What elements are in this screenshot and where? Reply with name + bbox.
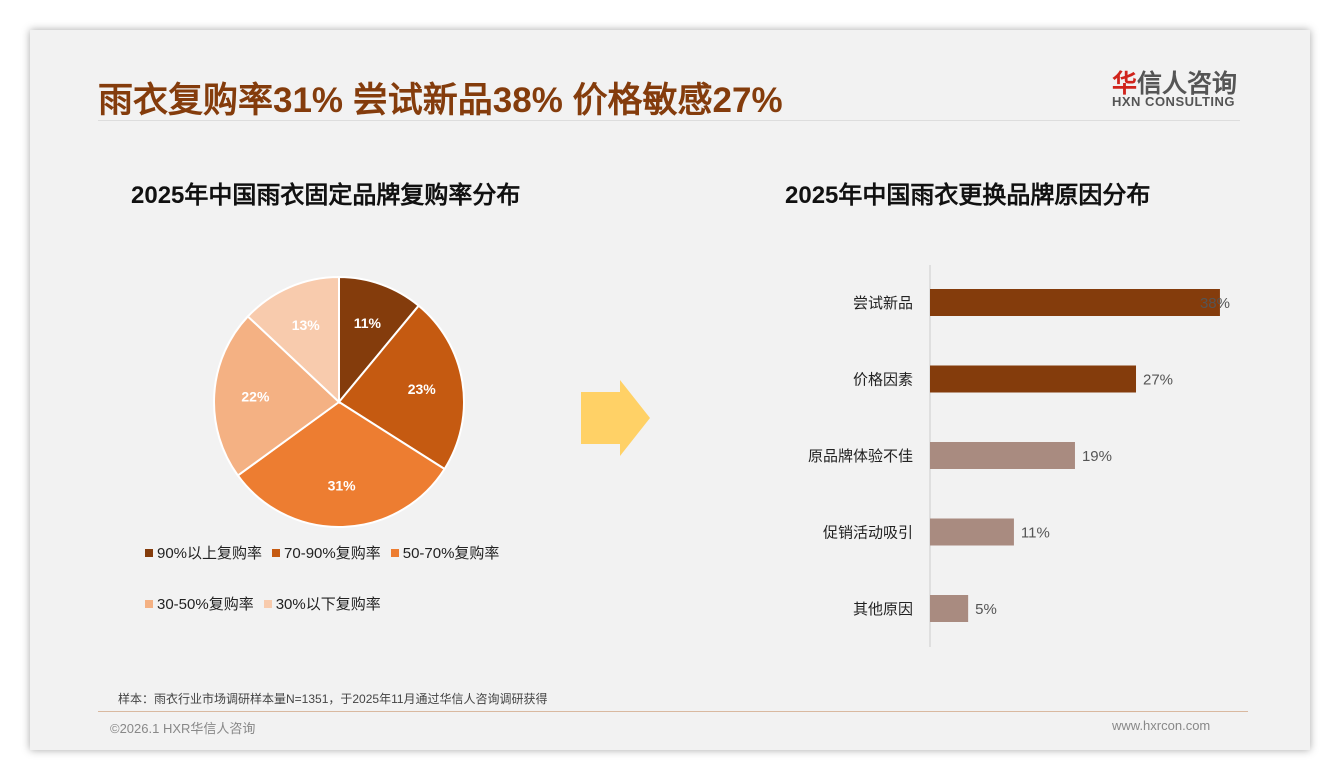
bar bbox=[930, 518, 1014, 546]
legend-item: 90%以上复购率 bbox=[145, 542, 262, 563]
logo-en: HXN CONSULTING bbox=[1112, 94, 1236, 109]
legend-label: 90%以上复购率 bbox=[157, 545, 263, 562]
pie-slice bbox=[236, 400, 446, 528]
legend-item: 50-70%复购率 bbox=[390, 542, 500, 563]
legend-swatch bbox=[272, 548, 281, 557]
pie-legend: 90%以上复购率 70-90%复购率 50-70%复购率 30-50%复购率 30%以下… bbox=[145, 542, 565, 644]
divider bbox=[98, 120, 1240, 121]
page-title: 雨衣复购率31% 尝试新品38% 价格敏感27% bbox=[98, 81, 783, 120]
bar-value-label: 38% bbox=[1200, 295, 1230, 312]
bar-category: 价格因素 bbox=[853, 372, 913, 389]
legend-swatch bbox=[145, 599, 153, 608]
pie-slice bbox=[246, 275, 340, 405]
bar-value-label: 27% bbox=[1143, 372, 1173, 389]
legend-swatch bbox=[390, 548, 399, 557]
bar bbox=[930, 595, 969, 622]
charts: 11% 23% 31% 22% 13% 尝试新品 38% 价格因素 27% 原品牌体验不佳 19% 促… bbox=[213, 265, 1230, 647]
pie-label: 11% bbox=[354, 315, 382, 331]
bar-value-label: 19% bbox=[1082, 448, 1112, 465]
pie-title: 2025年中国雨衣固定品牌复购率分布 bbox=[131, 182, 521, 209]
bar-value-label: 11% bbox=[1021, 525, 1050, 542]
legend-swatch bbox=[145, 548, 153, 557]
arrow-icon bbox=[581, 380, 650, 456]
legend-item: 30-50%复购率 bbox=[145, 593, 254, 614]
pie-label: 31% bbox=[328, 478, 357, 494]
legend-label: 30-50%复购率 bbox=[157, 596, 254, 613]
pie-label: 22% bbox=[241, 389, 270, 405]
bar-category: 原品牌体验不佳 bbox=[808, 448, 913, 465]
bar-category: 其他原因 bbox=[853, 601, 913, 618]
footer-divider bbox=[98, 711, 1248, 712]
bar-title: 2025年中国雨衣更换品牌原因分布 bbox=[785, 182, 1151, 209]
bar bbox=[930, 442, 1075, 469]
logo: 华信人咨询 bbox=[1112, 70, 1238, 98]
footnote: 样本：雨衣行业市场调研样本量N=1351，于2025年11月通过华信人咨询调研获… bbox=[118, 692, 548, 706]
pie-slice bbox=[337, 304, 465, 471]
legend-label: 30%以下复购率 bbox=[275, 596, 381, 613]
pie-slice bbox=[338, 275, 421, 405]
legend-swatch bbox=[263, 599, 272, 608]
bar bbox=[930, 289, 1220, 316]
bar bbox=[930, 365, 1137, 393]
copyright: ©2026.1 HXR华信人咨询 bbox=[110, 721, 256, 736]
bar-category: 促销活动吸引 bbox=[823, 525, 913, 542]
pie-slice bbox=[213, 315, 341, 477]
pie-label: 13% bbox=[292, 317, 321, 333]
legend-item: 30%以下复购率 bbox=[263, 593, 381, 614]
bar-category: 尝试新品 bbox=[853, 295, 913, 312]
legend-label: 70-90%复购率 bbox=[284, 545, 381, 562]
pie-label: 23% bbox=[408, 381, 437, 397]
bar-value-label: 5% bbox=[975, 601, 997, 618]
legend-label: 50-70%复购率 bbox=[402, 545, 500, 562]
legend-item: 70-90%复购率 bbox=[272, 542, 381, 563]
slide: 雨衣复购率31% 尝试新品38% 价格敏感27% 华信人咨询 HXN CONSU… bbox=[30, 30, 1310, 750]
website: www.hxrcon.com bbox=[1112, 718, 1211, 733]
